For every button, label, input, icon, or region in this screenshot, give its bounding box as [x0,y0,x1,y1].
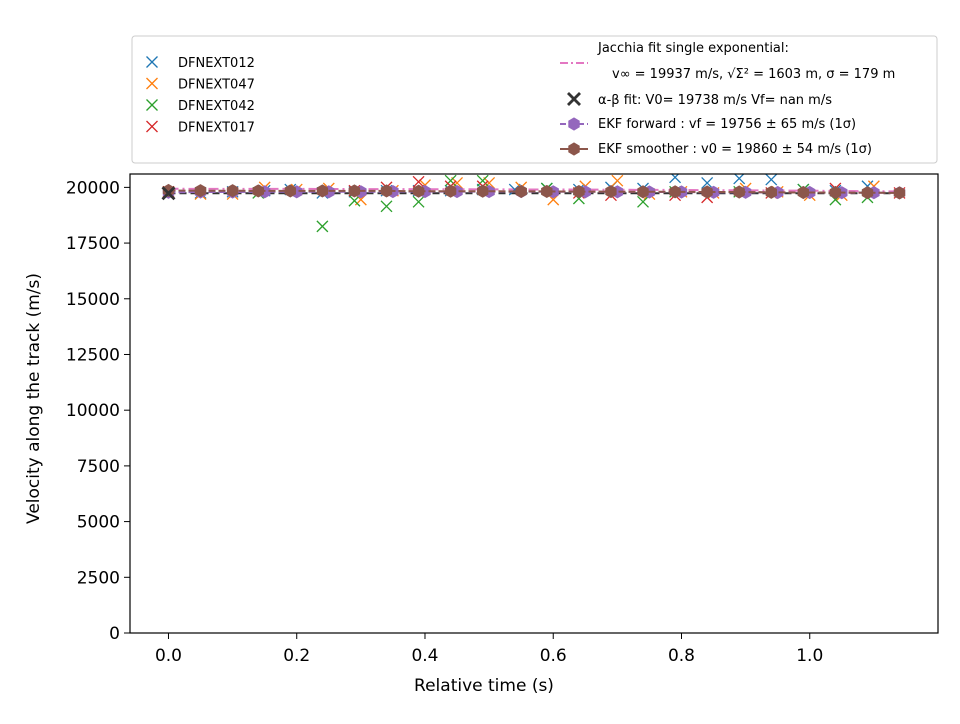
marker-stroke [476,174,489,187]
y-tick-label: 12500 [66,345,120,365]
y-tick-label: 5000 [77,513,120,533]
marker-stroke [146,120,158,133]
marker-stroke [637,195,649,208]
legend-marker [567,92,581,106]
marker-stroke [733,174,745,185]
legend-label: α-β fit: V0= 19738 m/s Vf= nan m/s [598,93,832,108]
data-point [765,174,778,186]
legend-marker [568,142,580,156]
y-tick-label: 20000 [66,178,120,198]
y-tick-label: 0 [109,624,120,644]
legend-label: Jacchia fit single exponential: [597,41,789,56]
data-point [316,220,329,233]
data-point [701,176,714,189]
marker-stroke [146,99,158,111]
legend-marker [146,120,158,133]
plot-area [161,174,906,233]
ekf-point [637,185,649,199]
x-tick-label: 0.4 [411,646,438,666]
data-point [669,174,682,184]
alpha-beta-point [161,186,176,201]
ekf-point [380,184,393,198]
ekf-point [605,185,617,199]
marker-stroke [146,77,158,90]
legend-label: DFNEXT042 [178,99,255,114]
legend-label: DFNEXT047 [178,78,255,93]
data-point [412,195,425,208]
ekf-point [541,184,553,198]
legend-marker [146,77,158,90]
y-tick-label: 17500 [66,234,120,254]
marker-stroke [161,186,176,201]
legend-box [131,35,938,164]
ekf-point [701,185,713,199]
ekf-point [226,184,239,198]
marker-stroke [146,56,158,68]
data-point [380,200,393,213]
legend-label: v∞ = 19937 m/s, √Σ² = 1603 m, σ = 179 m [612,67,895,82]
data-point [637,195,649,208]
ekf-point [477,184,489,198]
marker-stroke [316,220,329,233]
data-point [444,174,457,187]
y-tick-label: 15000 [66,290,120,310]
marker-stroke [380,200,393,213]
ekf-point [797,185,809,200]
marker-stroke [701,176,714,189]
y-tick-label: 2500 [77,568,120,588]
ekf-point [316,184,329,198]
x-tick-label: 0.6 [540,646,567,666]
ekf-point [348,184,361,198]
legend-marker [568,117,580,131]
ekf-point [573,185,585,199]
ekf-point [893,186,906,200]
x-tick-label: 0.2 [283,646,310,666]
legend-marker [146,99,158,111]
marker-stroke [412,175,425,188]
x-tick-label: 0.8 [668,646,695,666]
ekf-point [284,184,296,198]
x-tick-label: 1.0 [796,646,823,666]
marker-stroke [444,174,457,187]
marker-stroke [412,195,425,208]
legend-label: DFNEXT017 [178,121,255,136]
marker-stroke [765,174,778,186]
x-axis-title: Relative time (s) [414,676,554,696]
ekf-point [515,184,527,198]
marker-stroke [611,174,624,187]
data-point [476,174,489,187]
ekf-point [669,185,681,199]
ekf-point [444,184,457,198]
marker-stroke [348,194,361,207]
y-tick-label: 7500 [77,457,120,477]
legend-label: EKF forward : vf = 19756 ± 65 m/s (1σ) [598,117,856,132]
x-tick-label: 0.0 [155,646,182,666]
marker-stroke [669,174,680,184]
data-point [611,174,624,187]
y-axis-title: Velocity along the track (m/s) [24,273,44,524]
axes: 0.0 0.2 0.4 0.6 0.8 1.0 0 2500 5000 7500 10000 1250… [24,173,939,696]
legend: DFNEXT012 DFNEXT047 DFNEXT042 DFNEXT017 Jacc… [131,35,938,164]
marker-stroke [508,183,521,196]
legend-marker [146,56,158,68]
ekf-point [861,186,874,200]
legend-label: DFNEXT012 [178,56,255,71]
ekf-point [733,185,745,199]
legend-label: EKF smoother : v0 = 19860 ± 54 m/s (1σ) [598,142,872,157]
ekf-point [252,184,264,198]
data-point [733,174,746,185]
ekf-point [412,184,425,198]
data-point [348,194,361,207]
y-tick-label: 10000 [66,401,120,421]
ekf-point [829,185,842,200]
data-point [412,175,425,188]
plot-frame [129,173,939,634]
ekf-point [194,184,207,198]
ekf-point [765,185,777,199]
marker-stroke [567,92,581,106]
